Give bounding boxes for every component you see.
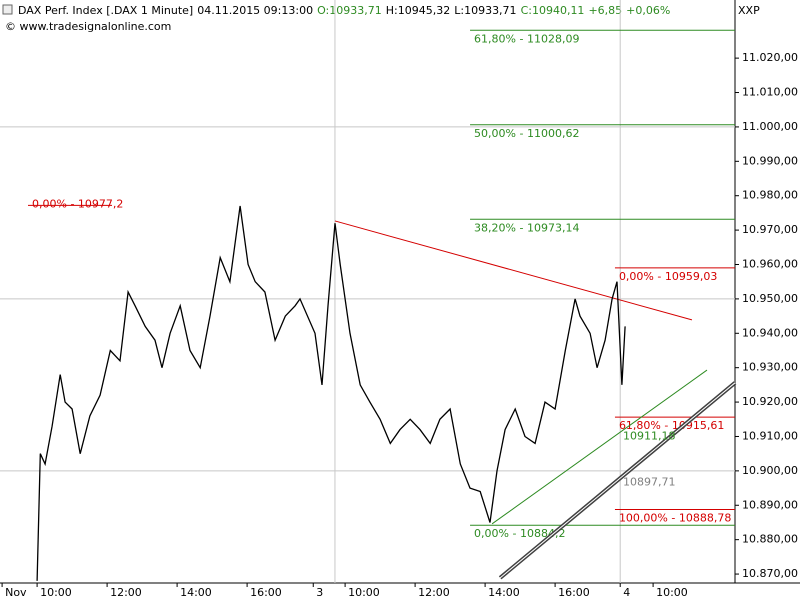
x-tick-label: 12:00 xyxy=(110,586,142,599)
symbol-icon xyxy=(2,4,13,15)
y-tick-label: 10.930,00 xyxy=(742,361,798,374)
level-label: 50,00% - 11000,62 xyxy=(474,127,579,140)
x-tick-label: 4 xyxy=(623,586,630,599)
header-part: +6,85 xyxy=(588,4,622,17)
y-tick-label: 10.890,00 xyxy=(742,498,798,511)
y-tick-label: 10.990,00 xyxy=(742,154,798,167)
y-tick-label: 10.900,00 xyxy=(742,464,798,477)
y-tick-label: 10.950,00 xyxy=(742,292,798,305)
y-tick-label: 10.970,00 xyxy=(742,223,798,236)
y-tick-label: 10.910,00 xyxy=(742,429,798,442)
level-label: 100,00% - 10888,78 xyxy=(619,511,731,524)
trendline xyxy=(491,369,708,525)
y-tick-label: 10.980,00 xyxy=(742,189,798,202)
y-tick-label: 11.020,00 xyxy=(742,51,798,64)
level-label: 61,80% - 11028,09 xyxy=(474,32,579,45)
y-tick-label: 10.960,00 xyxy=(742,257,798,270)
header-part: L:10933,71 xyxy=(454,4,516,17)
level-label: 0,00% - 10977,2 xyxy=(32,197,123,210)
price-label: 10911,18 xyxy=(623,429,676,442)
header-part: +0,06% xyxy=(626,4,670,17)
x-tick-label: 10:00 xyxy=(40,586,72,599)
axis-label: XXP xyxy=(738,4,760,17)
x-tick-label: 12:00 xyxy=(418,586,450,599)
y-tick-label: 11.000,00 xyxy=(742,120,798,133)
price-label: 10897,71 xyxy=(623,476,676,489)
x-tick-label: 10:00 xyxy=(348,586,380,599)
x-tick-label: 16:00 xyxy=(250,586,282,599)
x-tick-label: 10:00 xyxy=(656,586,688,599)
y-tick-label: 10.880,00 xyxy=(742,533,798,546)
header-part: H:10945,32 xyxy=(386,4,450,17)
x-tick-label: 14:00 xyxy=(488,586,520,599)
x-tick-label: 14:00 xyxy=(180,586,212,599)
level-label: 0,00% - 10884,2 xyxy=(474,527,565,540)
x-tick-label: 16:00 xyxy=(558,586,590,599)
trendline xyxy=(334,220,693,321)
y-tick-label: 10.940,00 xyxy=(742,326,798,339)
level-label: 38,20% - 10973,14 xyxy=(474,221,579,234)
header-part: O:10933,71 xyxy=(317,4,382,17)
x-tick-label: 3 xyxy=(316,586,323,599)
price-line xyxy=(36,205,626,581)
header-part: 04.11.2015 09:13:00 xyxy=(197,4,313,17)
header-part: C:10940,11 xyxy=(521,4,585,17)
y-tick-label: 10.870,00 xyxy=(742,567,798,580)
trendline-inner xyxy=(499,382,736,579)
header-part: DAX Perf. Index [.DAX 1 Minute] xyxy=(18,4,193,17)
y-tick-label: 10.920,00 xyxy=(742,395,798,408)
subtitle: © www.tradesignalonline.com xyxy=(5,20,171,33)
header: DAX Perf. Index [.DAX 1 Minute] 04.11.201… xyxy=(18,4,670,17)
y-tick-label: 11.010,00 xyxy=(742,86,798,99)
level-label: 61,80% - 10915,61 xyxy=(619,419,724,432)
x-tick-label: Nov xyxy=(5,586,27,599)
level-label: 0,00% - 10959,03 xyxy=(619,270,717,283)
